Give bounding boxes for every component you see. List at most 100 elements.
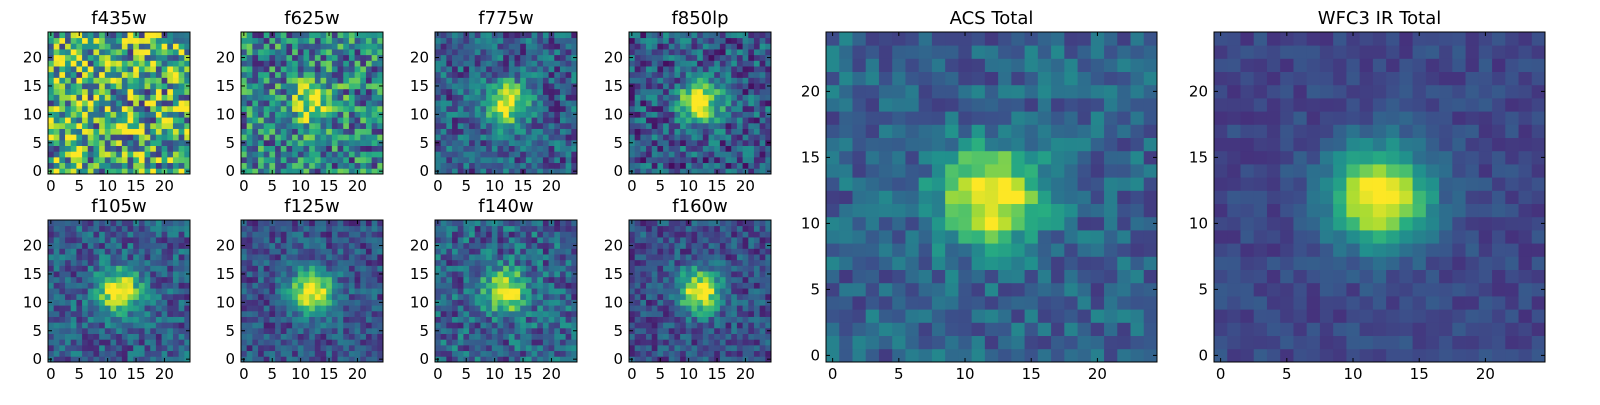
heatmap-cell: [560, 94, 566, 100]
heatmap-cell: [475, 49, 481, 55]
heatmap-cell: [54, 83, 60, 89]
heatmap-cell: [269, 123, 275, 129]
heatmap-cell: [691, 271, 697, 277]
heatmap-cell: [469, 140, 475, 146]
heatmap-cell: [435, 106, 441, 112]
heatmap-cell: [720, 106, 726, 112]
heatmap-cell: [360, 311, 366, 317]
heatmap-cell: [674, 351, 680, 357]
heatmap-cell: [663, 140, 669, 146]
heatmap-cell: [252, 317, 258, 323]
heatmap-cell: [486, 265, 492, 271]
heatmap-cell: [532, 311, 538, 317]
heatmap-cell: [167, 288, 173, 294]
heatmap-cell: [355, 49, 361, 55]
heatmap-cell: [532, 66, 538, 72]
heatmap-cell: [326, 334, 332, 340]
heatmap-cell: [480, 106, 486, 112]
heatmap-cell: [463, 322, 469, 328]
heatmap-cell: [48, 311, 54, 317]
heatmap-cell: [657, 328, 663, 334]
heatmap-cell: [258, 345, 264, 351]
heatmap-cell: [133, 317, 139, 323]
heatmap-cell: [292, 94, 298, 100]
heatmap-cell: [338, 151, 344, 157]
heatmap-cell: [543, 339, 549, 345]
heatmap-cell: [343, 311, 349, 317]
heatmap-cell: [469, 89, 475, 95]
heatmap-cell: [150, 77, 156, 83]
heatmap-cell: [355, 339, 361, 345]
heatmap-cell: [497, 100, 503, 106]
heatmap-cell: [737, 32, 743, 38]
heatmap-cell: [372, 265, 378, 271]
heatmap-cell: [241, 163, 247, 169]
heatmap-cell: [360, 254, 366, 260]
heatmap-cell: [247, 339, 253, 345]
heatmap-cell: [463, 260, 469, 266]
heatmap-cell: [99, 32, 105, 38]
heatmap-cell: [99, 163, 105, 169]
heatmap-cell: [492, 248, 498, 254]
heatmap-cell: [122, 305, 128, 311]
heatmap-cell: [269, 277, 275, 283]
heatmap-cell: [241, 260, 247, 266]
heatmap-cell: [446, 32, 452, 38]
heatmap-cell: [754, 60, 760, 66]
heatmap-cell: [145, 129, 151, 135]
heatmap-cell: [737, 146, 743, 152]
heatmap-cell: [179, 288, 185, 294]
x-tick-label: 10: [485, 177, 504, 195]
heatmap-cell: [492, 100, 498, 106]
heatmap-cell: [652, 134, 658, 140]
heatmap-cell: [116, 94, 122, 100]
heatmap-cell: [292, 328, 298, 334]
heatmap-cell: [156, 72, 162, 78]
heatmap-cell: [458, 271, 464, 277]
heatmap-cell: [321, 60, 327, 66]
heatmap-cell: [247, 55, 253, 61]
heatmap-cell: [686, 55, 692, 61]
heatmap-cell: [269, 100, 275, 106]
heatmap-cell: [93, 72, 99, 78]
heatmap-cell: [571, 129, 577, 135]
heatmap-cell: [503, 339, 509, 345]
heatmap-cell: [281, 231, 287, 237]
heatmap-cell: [486, 339, 492, 345]
heatmap-cell: [173, 55, 179, 61]
heatmap-cell: [145, 288, 151, 294]
heatmap-cell: [691, 168, 697, 174]
heatmap-cell: [731, 163, 737, 169]
heatmap-cell: [99, 271, 105, 277]
heatmap-cell: [139, 32, 145, 38]
heatmap-cell: [703, 112, 709, 118]
heatmap-cell: [543, 231, 549, 237]
heatmap-cell: [743, 146, 749, 152]
heatmap-cell: [286, 277, 292, 283]
heatmap-cell: [669, 328, 675, 334]
heatmap-cell: [173, 129, 179, 135]
heatmap-cell: [441, 248, 447, 254]
heatmap-cell: [321, 134, 327, 140]
heatmap-cell: [686, 66, 692, 72]
heatmap-cell: [71, 282, 77, 288]
heatmap-cell: [298, 38, 304, 44]
heatmap-cell: [116, 260, 122, 266]
heatmap-cell: [315, 231, 321, 237]
heatmap-cell: [537, 243, 543, 249]
heatmap-cell: [366, 55, 372, 61]
y-tick-label: 5: [419, 322, 429, 340]
heatmap-cell: [509, 300, 515, 306]
heatmap-cell: [105, 66, 111, 72]
heatmap-cell: [703, 345, 709, 351]
heatmap-cell: [554, 151, 560, 157]
heatmap-cell: [463, 328, 469, 334]
heatmap-cell: [309, 129, 315, 135]
heatmap-cell: [292, 89, 298, 95]
heatmap-cell: [492, 305, 498, 311]
heatmap-cell: [315, 123, 321, 129]
heatmap-cell: [463, 157, 469, 163]
heatmap-cell: [292, 151, 298, 157]
heatmap-cell: [532, 237, 538, 243]
heatmap-cell: [554, 89, 560, 95]
